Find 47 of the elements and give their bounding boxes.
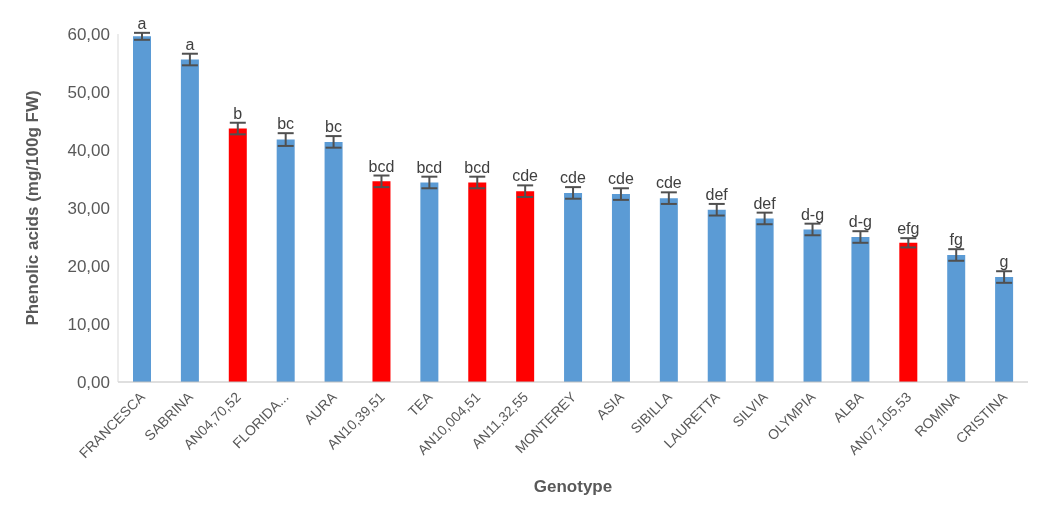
annotation: bc: [325, 118, 342, 136]
bar: [372, 181, 391, 382]
annotation: g: [999, 253, 1009, 271]
y-tick-label: 30,00: [67, 199, 110, 219]
bar: [611, 194, 630, 382]
x-axis-title: Genotype: [533, 477, 613, 496]
bar: [180, 59, 199, 382]
bar: [133, 36, 151, 382]
bar: [516, 191, 535, 382]
y-tick-label: 10,00: [67, 315, 110, 335]
annotation: bcd: [368, 157, 395, 175]
y-tick-label: 20,00: [67, 257, 110, 277]
bar: [947, 254, 966, 382]
annotation: d-g: [848, 213, 872, 231]
annotation: bcd: [464, 158, 491, 176]
bar: [420, 182, 439, 382]
bar: [564, 192, 583, 382]
annotation: cde: [560, 169, 586, 187]
annotation: a: [137, 14, 147, 32]
annotation: b: [233, 104, 243, 122]
annotation: def: [753, 194, 777, 212]
annotation: a: [185, 35, 195, 53]
bar: [468, 182, 487, 382]
y-tick-label: 40,00: [67, 141, 110, 161]
bar: [276, 139, 295, 382]
annotation: d-g: [800, 205, 825, 223]
bar: [659, 198, 678, 382]
annotation: cde: [512, 167, 539, 185]
annotation: def: [705, 185, 729, 203]
bar: [755, 218, 774, 382]
annotation: bcd: [416, 158, 443, 176]
y-axis-title: Phenolic acids (mg/100g FW): [23, 90, 43, 326]
bar: [707, 209, 726, 382]
bar: [228, 128, 247, 382]
annotation: cde: [608, 170, 634, 188]
annotation: efg: [897, 220, 920, 238]
annotation: cde: [655, 174, 682, 192]
bar: [995, 277, 1014, 382]
bar: [851, 237, 870, 382]
y-tick-label: 60,00: [67, 25, 110, 45]
annotation: bc: [277, 115, 295, 133]
bar: [899, 242, 918, 382]
bar: [324, 141, 343, 382]
y-tick-label: 50,00: [67, 83, 110, 103]
y-tick-label: 0,00: [76, 373, 110, 393]
bar: [803, 229, 822, 382]
annotation: fg: [949, 231, 963, 249]
